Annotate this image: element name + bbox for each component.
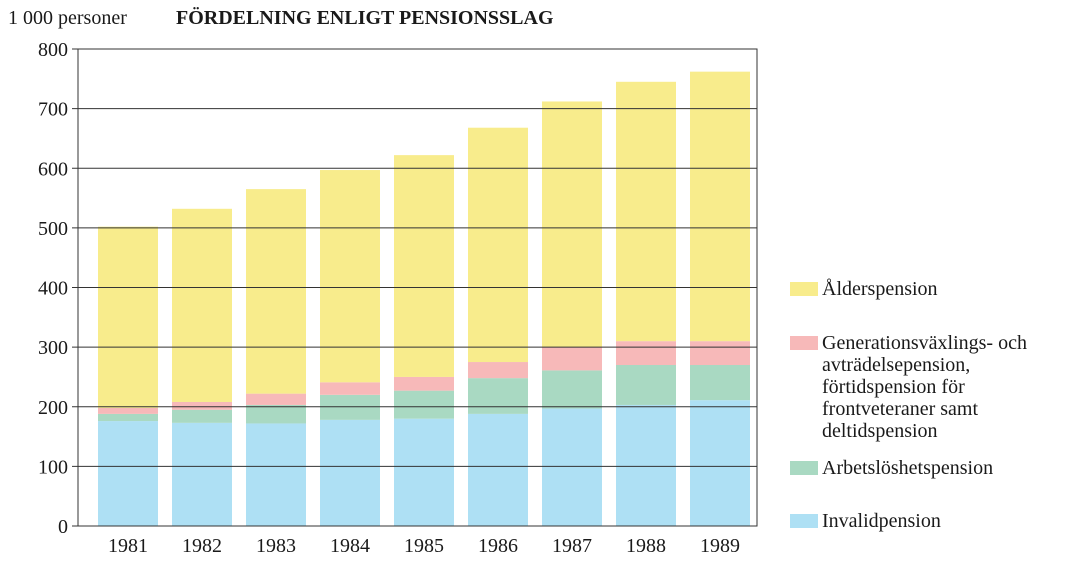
bar-segment <box>98 226 158 408</box>
bar-segment <box>542 408 602 526</box>
bar-segment <box>616 81 676 342</box>
bar-segment <box>246 189 306 394</box>
bar-segment <box>394 155 454 377</box>
y-tick-label: 0 <box>58 516 68 538</box>
bar-segment <box>690 71 750 342</box>
bar-segment <box>616 341 676 366</box>
legend-item: Generationsväxlings- och avträdelsepensi… <box>790 332 1075 442</box>
x-tick-label: 1983 <box>256 535 296 557</box>
chart-title: FÖRDELNING ENLIGT PENSIONSSLAG <box>176 6 554 29</box>
legend-label: Ålderspension <box>822 278 938 300</box>
bar-segment <box>394 418 454 526</box>
bar-segment <box>690 365 750 401</box>
bar-segment <box>542 101 602 348</box>
y-axis-label: 1 000 personer <box>8 7 127 29</box>
legend-swatch <box>790 336 818 350</box>
bar-segment <box>320 419 380 526</box>
bar-segment <box>468 413 528 526</box>
legend-item: Arbetslöshetspension <box>790 457 1075 479</box>
y-tick-label: 300 <box>38 337 68 359</box>
x-tick-label: 1986 <box>478 535 518 557</box>
y-tick-label: 700 <box>38 99 68 121</box>
y-tick-label: 400 <box>38 278 68 300</box>
bar-segment <box>320 170 380 383</box>
bar-segment <box>616 404 676 526</box>
legend-swatch <box>790 282 818 296</box>
bar-segment <box>172 401 232 410</box>
bar-segment <box>246 423 306 526</box>
bar-segment <box>542 370 602 409</box>
bar-segment <box>320 382 380 395</box>
bar-segment <box>394 390 454 419</box>
x-tick-label: 1982 <box>182 535 222 557</box>
bar-segment <box>542 347 602 371</box>
bar-segment <box>320 394 380 420</box>
y-tick-label: 600 <box>38 158 68 180</box>
x-tick-label: 1988 <box>626 535 666 557</box>
legend-label: Arbetslöshetspension <box>822 457 994 479</box>
x-tick-label: 1981 <box>108 535 148 557</box>
legend-swatch <box>790 514 818 528</box>
bar-segment <box>98 421 158 526</box>
bar-segment <box>98 407 158 414</box>
y-tick-label: 100 <box>38 456 68 478</box>
bar-segment <box>690 341 750 366</box>
legend-swatch <box>790 461 818 475</box>
x-tick-label: 1987 <box>552 535 592 557</box>
y-tick-label: 800 <box>38 39 68 61</box>
x-tick-label: 1984 <box>330 535 370 557</box>
legend-label: Generationsväxlings- och avträdelsepensi… <box>822 332 1027 442</box>
x-tick-label: 1985 <box>404 535 444 557</box>
bar-segment <box>172 409 232 423</box>
bar-segment <box>246 404 306 424</box>
legend-label: Invalidpension <box>822 510 941 532</box>
bar-segment <box>468 362 528 379</box>
bar-segment <box>246 393 306 405</box>
bar-segment <box>172 208 232 402</box>
bar-segment <box>394 376 454 391</box>
bar-segment <box>468 127 528 363</box>
y-tick-label: 500 <box>38 218 68 240</box>
y-tick-label: 200 <box>38 397 68 419</box>
bar-segment <box>616 365 676 405</box>
bar-segment <box>98 413 158 422</box>
bar-segment <box>172 422 232 526</box>
legend-item: Ålderspension <box>790 278 1075 300</box>
x-tick-label: 1989 <box>700 535 740 557</box>
bar-segment <box>690 400 750 526</box>
legend-item: Invalidpension <box>790 510 1075 532</box>
bar-segment <box>468 378 528 414</box>
